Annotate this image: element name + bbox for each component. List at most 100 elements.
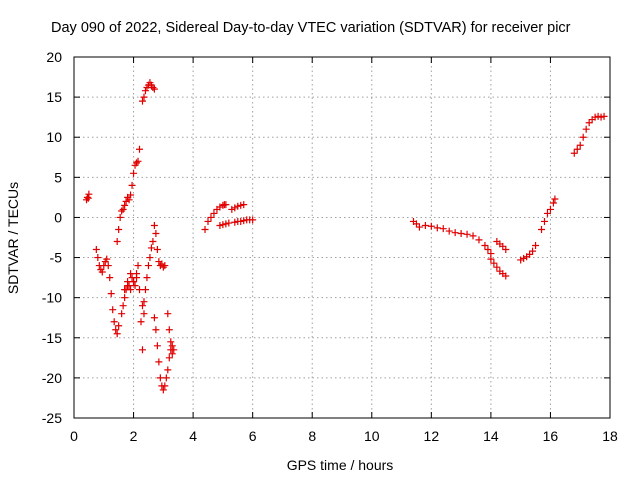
data-point	[138, 346, 146, 354]
data-point	[490, 259, 498, 267]
data-point	[201, 225, 209, 233]
series-pass-g	[138, 79, 158, 105]
data-point	[149, 238, 157, 246]
data-point	[153, 246, 161, 254]
data-point	[433, 224, 441, 232]
series-pass-k	[216, 216, 257, 229]
data-point	[216, 221, 224, 229]
data-point	[159, 386, 167, 394]
data-point	[165, 326, 173, 334]
data-point	[140, 93, 148, 101]
data-point	[481, 242, 489, 250]
data-point	[582, 125, 590, 133]
series-pass-q	[538, 195, 559, 233]
series-pass-a	[83, 190, 93, 204]
data-point	[204, 217, 212, 225]
data-point	[475, 236, 483, 244]
data-point	[133, 159, 141, 167]
data-point	[137, 318, 145, 326]
series-pass-f	[138, 221, 169, 310]
y-tick-label: 20	[46, 49, 62, 65]
data-point	[237, 217, 245, 225]
data-point	[116, 213, 124, 221]
series-pass-p	[517, 242, 540, 264]
data-point	[141, 87, 149, 95]
data-point	[121, 294, 129, 302]
data-point	[594, 112, 602, 120]
data-point	[538, 225, 546, 233]
data-point	[168, 342, 176, 350]
data-point	[502, 246, 510, 254]
data-point	[164, 310, 172, 318]
data-point	[222, 201, 230, 209]
data-point	[150, 314, 158, 322]
data-point	[445, 227, 453, 235]
data-point	[156, 374, 164, 382]
chart-title: Day 090 of 2022, Sidereal Day-to-day VTE…	[51, 20, 571, 36]
data-point	[249, 216, 257, 224]
data-point	[115, 225, 123, 233]
data-point	[520, 254, 528, 262]
data-point	[119, 302, 127, 310]
y-tick-label: -25	[42, 410, 62, 426]
data-point	[164, 366, 172, 374]
series-pass-b	[92, 246, 123, 338]
data-point	[168, 350, 176, 358]
data-point	[161, 382, 169, 390]
data-point	[451, 229, 459, 237]
data-point	[573, 145, 581, 153]
y-tick-label: -20	[42, 370, 62, 386]
data-point	[122, 197, 130, 205]
data-point	[240, 201, 248, 209]
data-point	[240, 217, 248, 225]
data-point	[131, 282, 139, 290]
data-point	[540, 217, 548, 225]
data-point	[427, 222, 435, 230]
y-tick-label: -15	[42, 330, 62, 346]
data-point	[94, 254, 102, 262]
y-tick-labels: -25 -20 -15 -10 -5 0 5 10 15 20	[42, 49, 62, 426]
x-tick-label: 10	[364, 428, 380, 444]
y-axis-label: SDTVAR / TECUs	[5, 182, 21, 294]
data-point	[219, 201, 227, 209]
data-point	[570, 149, 578, 157]
data-point	[141, 286, 149, 294]
data-point	[118, 310, 126, 318]
x-axis-label: GPS time / hours	[287, 457, 394, 473]
data-point	[487, 255, 495, 263]
data-point	[109, 306, 117, 314]
series-pass-c	[113, 145, 144, 246]
data-point	[412, 220, 420, 228]
data-point	[143, 274, 151, 282]
data-point	[549, 199, 557, 207]
data-point	[134, 157, 142, 165]
x-tick-label: 4	[189, 428, 197, 444]
data-point	[113, 238, 121, 246]
data-point	[140, 310, 148, 318]
data-point	[118, 207, 126, 215]
x-tick-label: 14	[483, 428, 499, 444]
series-pass-o	[493, 238, 510, 254]
data-point	[517, 256, 525, 264]
data-point	[83, 193, 91, 201]
data-point	[237, 201, 245, 209]
data-point	[127, 191, 135, 199]
data-point	[124, 282, 132, 290]
data-point	[502, 272, 510, 280]
y-tick-label: 15	[46, 89, 62, 105]
data-point	[155, 358, 163, 366]
data-point	[98, 268, 106, 276]
data-point	[585, 119, 593, 127]
data-point	[128, 181, 136, 189]
series-pass-e	[121, 274, 141, 294]
x-tick-label: 16	[543, 428, 559, 444]
grid-lines	[74, 57, 610, 418]
data-point	[543, 209, 551, 217]
data-point	[149, 83, 157, 91]
data-point	[219, 221, 227, 229]
series-pass-h	[150, 314, 178, 394]
data-point	[104, 262, 112, 270]
x-tick-label: 6	[249, 428, 257, 444]
data-point	[161, 262, 169, 270]
